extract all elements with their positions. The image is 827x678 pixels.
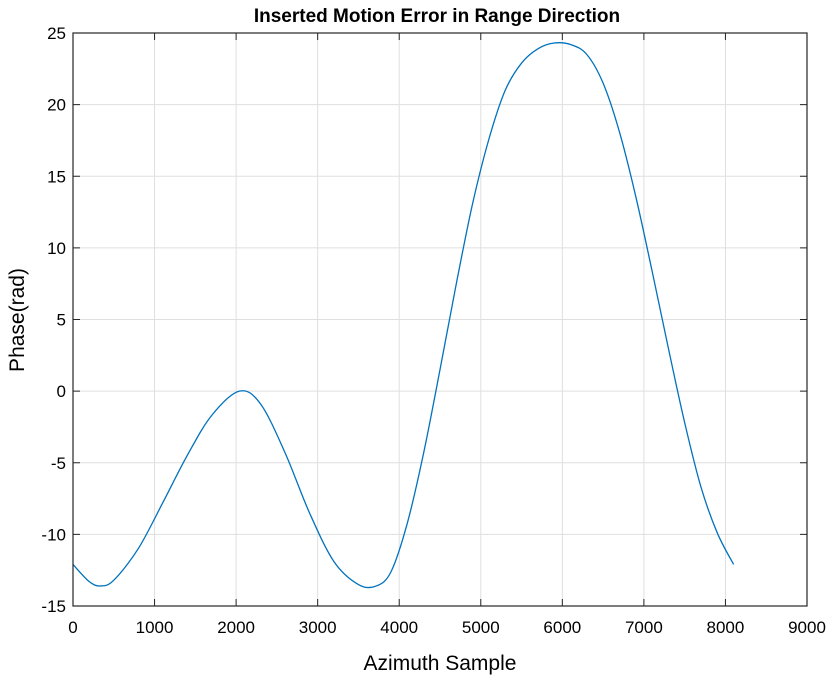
x-tick-label: 9000: [788, 618, 826, 637]
y-tick-label: 15: [47, 167, 66, 186]
y-tick-label: 5: [57, 311, 66, 330]
series-layer: [72, 42, 735, 589]
y-tick-label: 10: [47, 239, 66, 258]
y-tick-label: 25: [47, 24, 66, 43]
y-tick-label: -10: [41, 525, 66, 544]
y-axis-label: Phase(rad): [6, 268, 29, 372]
x-tick-label: 0: [68, 618, 77, 637]
x-tick-label: 2000: [217, 618, 255, 637]
x-tick-label: 7000: [625, 618, 663, 637]
x-tick-label: 4000: [380, 618, 418, 637]
y-tick-label: -5: [51, 454, 66, 473]
ticks: 0 1000 2000 3000 4000 5000 6000 7000 8000 9000 -15…: [41, 24, 825, 637]
x-tick-label: 3000: [299, 618, 337, 637]
x-axis-label: Azimuth Sample: [364, 652, 517, 675]
chart-title: Inserted Motion Error in Range Direction: [254, 6, 620, 27]
x-tick-label: 8000: [707, 618, 745, 637]
grid: [72, 32, 808, 607]
y-tick-label: -15: [41, 597, 66, 616]
y-tick-label: 0: [57, 382, 66, 401]
x-tick-label: 5000: [462, 618, 500, 637]
x-tick-label: 1000: [136, 618, 174, 637]
x-tick-label: 6000: [543, 618, 581, 637]
y-tick-label: 20: [47, 96, 66, 115]
series-line: [72, 42, 735, 589]
